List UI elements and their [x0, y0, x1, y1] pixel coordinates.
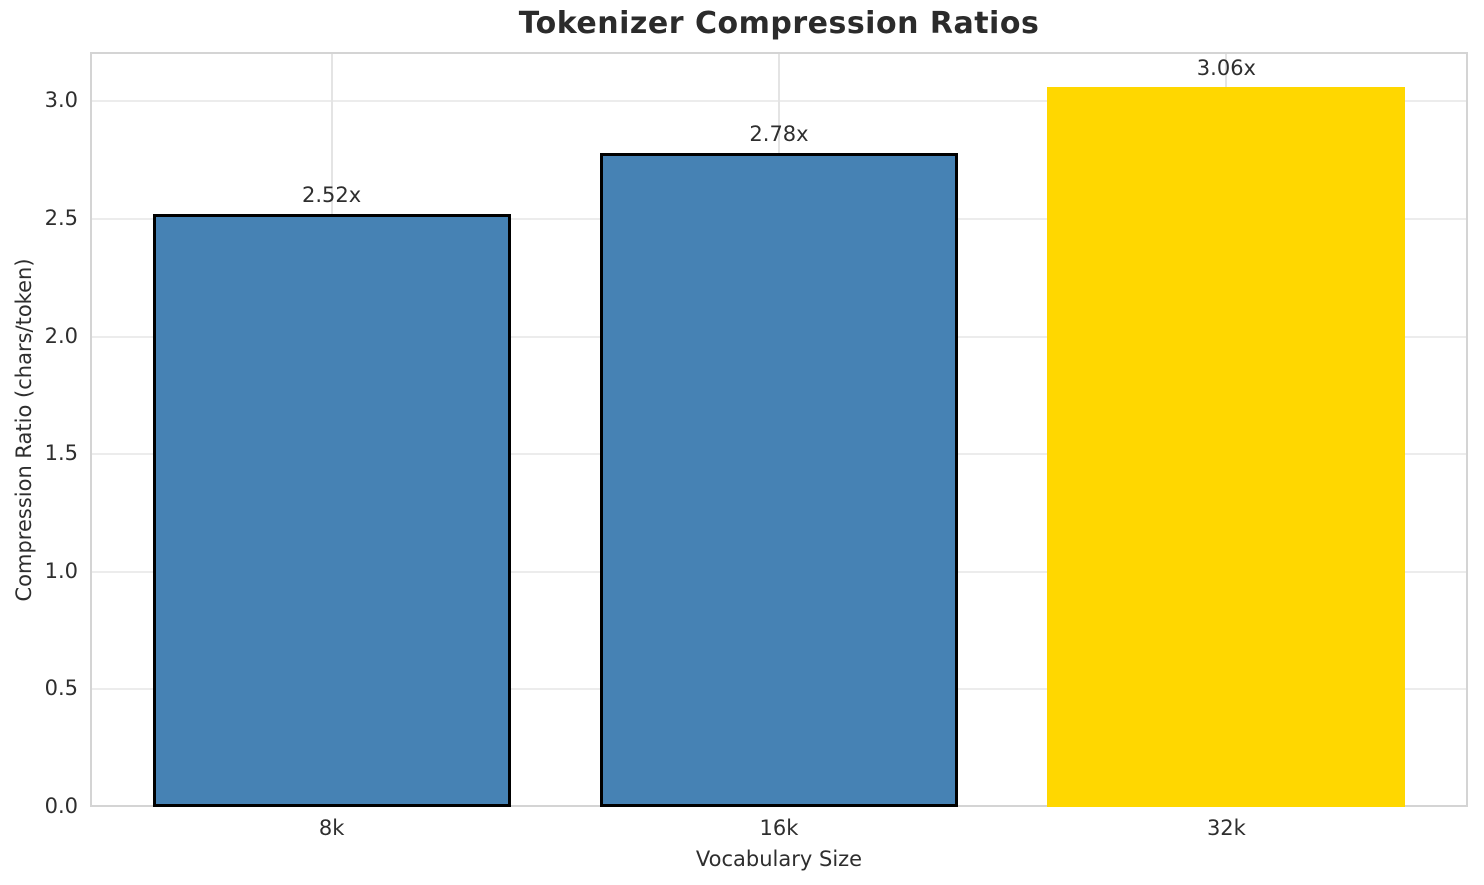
y-tick-label: 3.0 — [44, 88, 78, 113]
axis-spine-left — [90, 52, 92, 807]
bar-value-label: 2.52x — [302, 183, 362, 208]
plot-area: 2.52x 2.78x 3.06x — [90, 52, 1468, 807]
y-tick-label: 1.0 — [44, 558, 78, 583]
bar — [1047, 87, 1406, 807]
y-tick-label: 1.5 — [44, 441, 78, 466]
y-tick-label: 2.5 — [44, 205, 78, 230]
y-tick-label: 0.5 — [44, 676, 78, 701]
bar — [152, 214, 511, 807]
bar — [600, 153, 958, 807]
y-axis-label: Compression Ratio (chars/token) — [12, 258, 36, 602]
chart-title: Tokenizer Compression Ratios — [518, 6, 1040, 41]
axis-spine-top — [90, 52, 1468, 54]
y-tick-label: 2.0 — [44, 323, 78, 348]
y-tick-label: 0.0 — [44, 794, 78, 818]
axis-spine-right — [1466, 52, 1468, 807]
x-axis-label: Vocabulary Size — [695, 847, 863, 871]
bar-value-label: 3.06x — [1196, 56, 1256, 81]
x-tick-label: 32k — [1206, 816, 1246, 840]
x-tick-label: 8k — [318, 816, 345, 840]
x-tick-label: 16k — [759, 816, 799, 840]
bar-value-label: 2.78x — [749, 122, 809, 147]
